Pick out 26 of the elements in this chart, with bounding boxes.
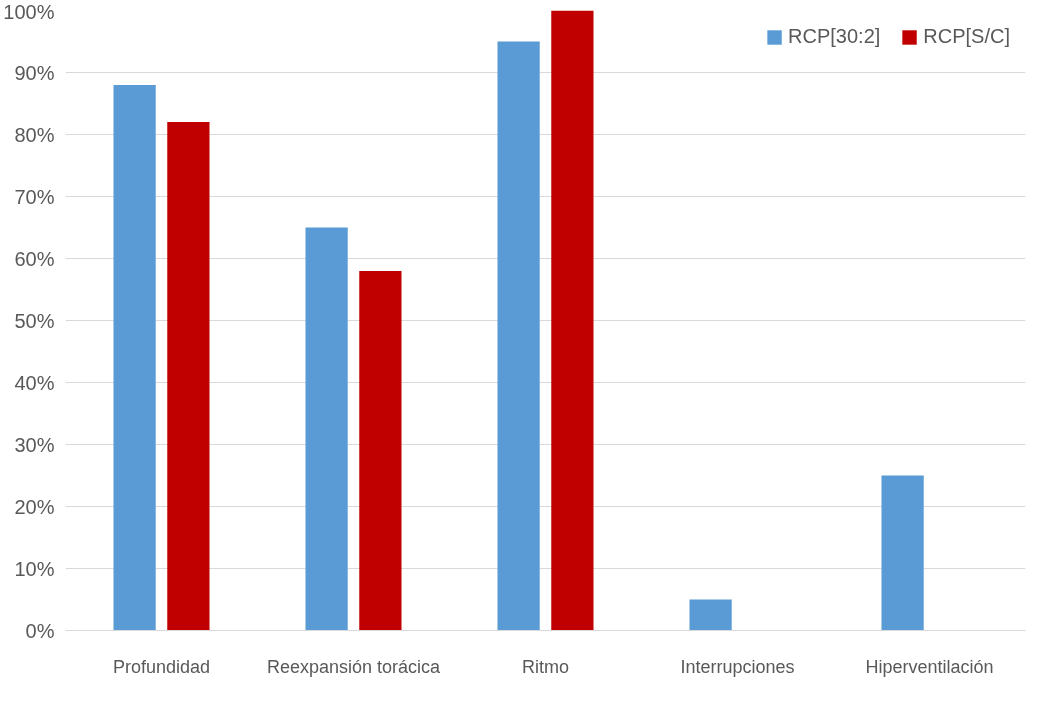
y-tick-label: 100%	[3, 0, 55, 23]
y-tick-label: 60%	[14, 247, 55, 270]
bar	[113, 84, 156, 631]
y-tick-label: 70%	[14, 185, 55, 208]
bar	[881, 475, 924, 631]
x-tick-label: Ritmo	[522, 656, 570, 677]
legend-label: RCP[30:2]	[788, 25, 881, 48]
y-tick-label: 10%	[14, 557, 55, 580]
bar	[305, 227, 348, 631]
y-tick-label: 50%	[14, 309, 55, 332]
y-tick-label: 90%	[14, 61, 55, 84]
x-tick-label: Hiperventilación	[865, 656, 994, 677]
legend-label: RCP[S/C]	[923, 25, 1010, 48]
y-tick-label: 0%	[25, 619, 55, 642]
bar	[167, 122, 210, 631]
x-tick-label: Reexpansión torácica	[266, 656, 442, 677]
y-tick-label: 40%	[14, 371, 55, 394]
y-tick-label: 30%	[14, 433, 55, 456]
bar	[497, 41, 540, 631]
x-tick-label: Interrupciones	[680, 656, 795, 677]
bar	[551, 10, 594, 631]
y-tick-label: 20%	[14, 495, 55, 518]
y-tick-label: 80%	[14, 123, 55, 146]
x-tick-label: Profundidad	[112, 656, 211, 677]
bar	[689, 599, 732, 631]
bar	[359, 270, 402, 631]
